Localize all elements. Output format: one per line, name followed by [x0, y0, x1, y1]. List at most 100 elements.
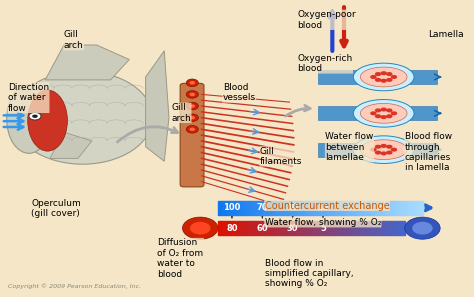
Bar [276, 221, 279, 236]
Bar [292, 200, 295, 215]
Bar [336, 200, 338, 215]
Bar [229, 221, 232, 236]
Bar [262, 200, 264, 215]
Ellipse shape [7, 85, 51, 153]
Bar [272, 221, 274, 236]
Bar [262, 221, 264, 236]
Bar [367, 200, 369, 215]
Bar [319, 143, 438, 157]
Bar [416, 200, 418, 215]
Text: Direction
of water
flow: Direction of water flow [8, 83, 49, 113]
Polygon shape [45, 45, 129, 80]
Circle shape [386, 108, 392, 113]
Bar [421, 200, 423, 215]
Text: Diffusion
of O₂ from
water to
blood: Diffusion of O₂ from water to blood [157, 238, 203, 279]
Bar [288, 221, 290, 236]
Circle shape [186, 91, 198, 98]
Circle shape [386, 78, 392, 82]
Ellipse shape [28, 90, 67, 151]
Bar [267, 200, 269, 215]
Bar [319, 221, 321, 236]
Ellipse shape [353, 136, 414, 163]
Bar [228, 200, 231, 215]
Bar [370, 221, 372, 236]
Bar [269, 200, 272, 215]
Bar [358, 221, 360, 236]
Circle shape [186, 79, 198, 86]
Bar [363, 221, 365, 236]
Bar [372, 221, 374, 236]
Circle shape [381, 71, 387, 75]
Bar [258, 221, 260, 236]
Bar [321, 221, 323, 236]
Bar [260, 221, 262, 236]
Circle shape [381, 79, 387, 83]
Text: Oxygen-rich
blood: Oxygen-rich blood [297, 54, 353, 73]
Bar [339, 221, 342, 236]
Bar [328, 200, 331, 215]
Bar [285, 200, 287, 215]
Bar [323, 200, 326, 215]
Text: Water flow, showing % O₂: Water flow, showing % O₂ [264, 218, 381, 227]
Bar [244, 221, 246, 236]
Bar [226, 200, 228, 215]
Bar [338, 200, 341, 215]
Bar [382, 221, 383, 236]
Text: Lamella: Lamella [428, 31, 464, 40]
Bar [341, 200, 344, 215]
Bar [332, 221, 335, 236]
Bar [259, 200, 262, 215]
Bar [314, 221, 316, 236]
Bar [237, 221, 239, 236]
Circle shape [375, 151, 382, 155]
Bar [413, 200, 416, 215]
Bar [388, 221, 391, 236]
Circle shape [375, 145, 382, 149]
Circle shape [190, 222, 210, 235]
Circle shape [391, 148, 397, 152]
Bar [352, 200, 354, 215]
Bar [251, 200, 254, 215]
Text: Gill
filaments: Gill filaments [260, 147, 302, 166]
Bar [372, 200, 374, 215]
Ellipse shape [353, 99, 414, 127]
Bar [311, 221, 314, 236]
Bar [383, 221, 386, 236]
Circle shape [375, 114, 382, 118]
Bar [326, 200, 328, 215]
Bar [238, 200, 241, 215]
Circle shape [375, 72, 382, 76]
Bar [402, 221, 405, 236]
Bar [342, 221, 344, 236]
Circle shape [190, 104, 195, 108]
Bar [337, 221, 339, 236]
Bar [319, 106, 438, 120]
Bar [377, 200, 380, 215]
Circle shape [186, 114, 198, 121]
Bar [218, 221, 220, 236]
Bar [241, 221, 244, 236]
Bar [383, 200, 385, 215]
Bar [298, 200, 300, 215]
Circle shape [375, 108, 382, 113]
Bar [231, 200, 233, 215]
Bar [254, 200, 256, 215]
Bar [218, 200, 220, 215]
Bar [334, 200, 336, 215]
Bar [304, 221, 307, 236]
Bar [328, 221, 330, 236]
Bar [297, 221, 300, 236]
Bar [405, 200, 408, 215]
Circle shape [412, 222, 433, 235]
Text: Copyright © 2009 Pearson Education, Inc.: Copyright © 2009 Pearson Education, Inc. [8, 284, 141, 289]
Bar [346, 200, 349, 215]
Bar [319, 70, 438, 84]
Bar [330, 221, 332, 236]
Bar [321, 200, 323, 215]
Bar [344, 200, 346, 215]
Bar [302, 221, 304, 236]
Text: Operculum
(gill cover): Operculum (gill cover) [31, 199, 81, 219]
Bar [269, 221, 272, 236]
Bar [369, 200, 372, 215]
Bar [356, 200, 359, 215]
